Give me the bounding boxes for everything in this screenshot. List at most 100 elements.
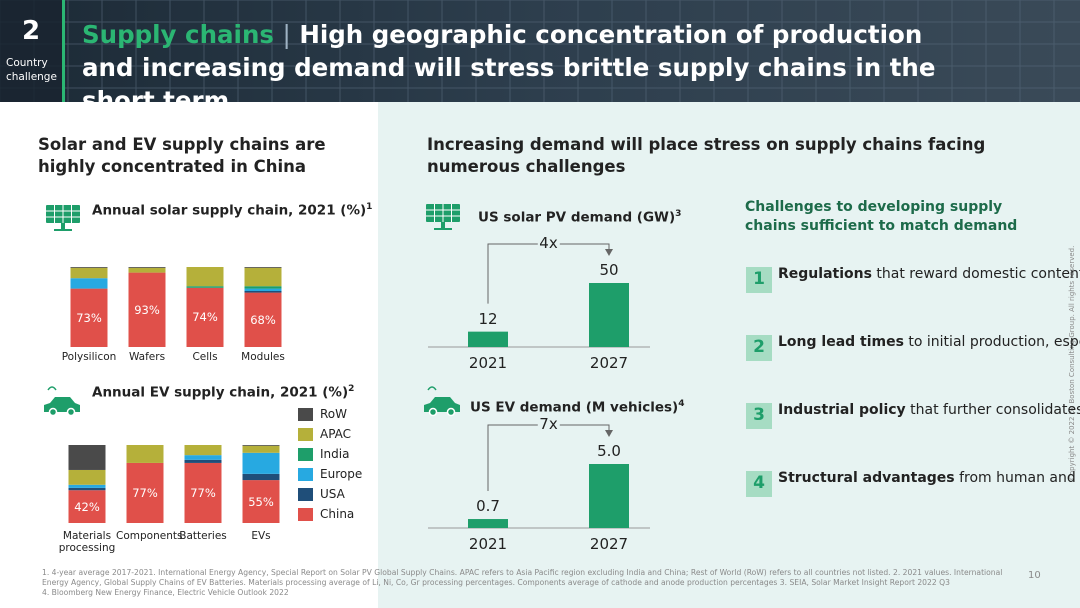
bar-segment [186, 286, 224, 288]
legend-label: India [320, 447, 350, 461]
section-box [0, 0, 64, 102]
car-icon [66, 407, 76, 417]
annotation: 4x [537, 234, 560, 252]
bar-segment [186, 267, 224, 287]
bar-segment [70, 267, 108, 268]
x-tick-label: EVs [251, 530, 271, 542]
footnote: 4. Bloomberg New Energy Finance, Electri… [42, 588, 289, 597]
bar-segment [68, 490, 106, 523]
bar-segment [242, 445, 280, 446]
bar-segment [126, 445, 164, 463]
section-number: 2 [22, 16, 41, 46]
chart-title-text: US solar PV demand (GW) [478, 209, 676, 226]
chart-title-note: 3 [675, 209, 682, 219]
bar-segment [128, 267, 166, 268]
item-text: that reward domestic content and will re… [876, 266, 1080, 282]
chart-title: Annual solar supply chain, 2021 (%)1 [92, 198, 372, 221]
legend-label: USA [320, 487, 345, 501]
challenges-title: Challenges to developing supply chains s… [745, 199, 1018, 234]
legend-label: RoW [320, 407, 348, 421]
bar-segment [70, 267, 108, 279]
item-bold: Long lead times [778, 334, 904, 350]
item-text: to initial production, especially for EV… [908, 334, 1080, 350]
chart-title: Annual EV supply chain, 2021 (%)2 [92, 380, 354, 403]
bar-segment [70, 288, 108, 347]
item-number: 2 [753, 337, 765, 357]
text-block: Industrial policy that further consolida… [778, 401, 1080, 420]
item-number: 1 [753, 269, 765, 289]
legend-swatch [298, 468, 313, 481]
bar-segment [184, 445, 222, 456]
x-tick-label: 2021 [468, 535, 508, 553]
data-label: 50 [599, 261, 619, 279]
chart-title-note: 4 [678, 399, 685, 409]
x-tick-label: Wafers [128, 351, 166, 363]
section-label: Country challenge [6, 57, 57, 83]
data-label: 73% [76, 310, 102, 325]
footnote: 1. 4-year average 2017-2021. Internation… [42, 568, 1003, 587]
item-number: 3 [753, 405, 765, 425]
text-block: Regulations that reward domestic content… [778, 265, 1080, 284]
slide-title: Supply chains | High geographic concentr… [82, 18, 982, 117]
section-divider [62, 0, 65, 102]
bar-segment [242, 445, 280, 453]
text-block: Long lead times to initial production, e… [778, 333, 1080, 352]
chart-title-note: 2 [348, 384, 355, 394]
bar-segment [244, 286, 282, 289]
legend-swatch [298, 488, 313, 501]
bar [468, 331, 508, 347]
bar-segment [128, 267, 166, 273]
legend-label: China [320, 507, 355, 521]
bar-segment [68, 487, 106, 491]
data-label: 5.0 [597, 442, 621, 460]
bar-segment [186, 287, 224, 347]
x-tick-label: Batteries [179, 530, 227, 542]
solar-icon [441, 222, 445, 229]
item-bold: Structural advantages [778, 470, 955, 486]
data-label: 77% [190, 485, 216, 500]
bar-segment [244, 288, 282, 291]
bar [589, 464, 629, 528]
data-label: 42% [74, 499, 100, 514]
annotation: 7x [537, 415, 560, 433]
data-label: 12 [478, 309, 498, 328]
bar-segment [244, 267, 282, 268]
chart-title-text: Annual solar supply chain, 2021 (%) [92, 202, 367, 219]
solar-icon [61, 223, 65, 230]
x-tick-label: Cells [192, 351, 218, 363]
solar-icon [54, 229, 72, 231]
bar [589, 283, 629, 347]
number-box [746, 403, 772, 429]
car-icon [47, 386, 57, 391]
bar-segment [128, 272, 166, 347]
x-tick-label: 2027 [589, 535, 629, 553]
legend-swatch [298, 428, 313, 441]
data-label: 77% [132, 485, 158, 500]
bar-segment [242, 480, 280, 523]
car-icon [427, 386, 437, 391]
x-tick-label: Components [116, 530, 183, 542]
chart-title-text: Annual EV supply chain, 2021 (%) [92, 384, 349, 401]
x-tick-label: Polysilicon [61, 351, 117, 363]
item-bold: Regulations [778, 266, 872, 282]
header-panel-pattern [0, 0, 1080, 102]
bar-segment [68, 445, 106, 470]
legend-label: Europe [320, 467, 363, 481]
title-highlight: Supply chains [82, 20, 274, 49]
bar-segment [68, 469, 106, 485]
number-box [746, 267, 772, 293]
chart-title: US EV demand (M vehicles)4 [470, 395, 710, 418]
title-separator: | [282, 20, 291, 49]
chart-title-text: US EV demand (M vehicles) [470, 399, 679, 416]
legend-swatch [298, 448, 313, 461]
x-tick-label: 2027 [589, 354, 629, 372]
bar-segment [184, 459, 222, 463]
bar-segment [184, 462, 222, 523]
left-heading: Solar and EV supply chains are highly co… [38, 135, 326, 176]
data-label: 68% [250, 312, 276, 327]
growth-arrow [605, 430, 613, 437]
item-text: that further consolidates supply chains [910, 402, 1080, 418]
solar-icon [434, 228, 452, 230]
bar-segment [68, 484, 106, 488]
